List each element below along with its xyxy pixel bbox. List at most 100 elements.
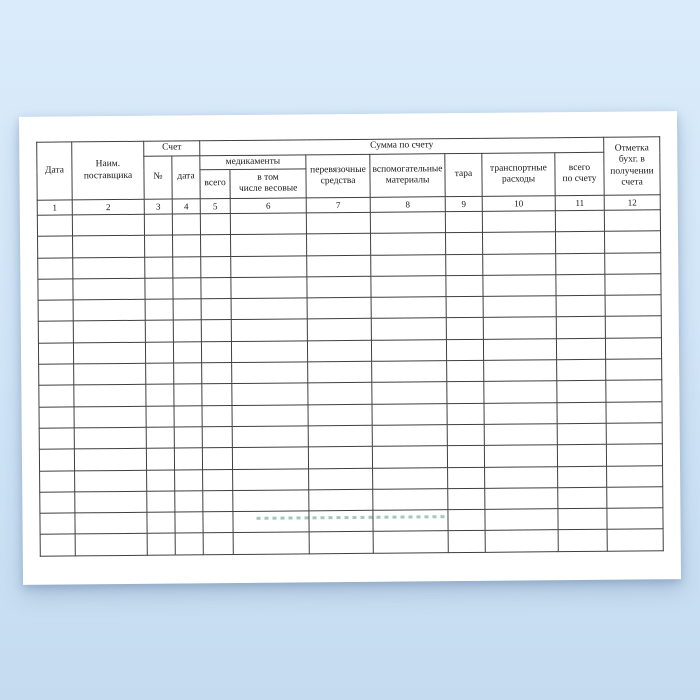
entry-cell (72, 235, 145, 258)
entry-cell (145, 384, 174, 406)
entry-cell (174, 511, 204, 534)
entry-cell (370, 254, 446, 277)
entry-cell (145, 320, 174, 343)
entry-cell (74, 491, 147, 514)
entry-cell (555, 231, 605, 254)
entry-cell (306, 212, 371, 235)
entry-cell (147, 533, 176, 556)
entry-cell (306, 276, 372, 299)
entry-cell (73, 384, 146, 407)
entry-cell (232, 447, 309, 470)
entry-cell (37, 278, 74, 301)
header-cell-account-date: дата (171, 155, 201, 200)
entry-cell (144, 214, 173, 236)
header-cell-tare: тара (444, 153, 483, 197)
header-cell-account: Счет (143, 140, 200, 157)
entry-row (40, 529, 664, 556)
entry-cell (74, 469, 147, 492)
entry-cell (73, 363, 146, 386)
entry-cell (446, 381, 485, 404)
entry-cell (39, 406, 75, 429)
entry-cell (145, 405, 175, 428)
entry-cell (39, 427, 75, 450)
entry-cell (606, 444, 663, 466)
entry-cell (38, 300, 74, 322)
entry-cell (604, 231, 661, 253)
column-number-cell: 7 (306, 197, 371, 213)
entry-cell (308, 403, 373, 426)
entry-cell (201, 298, 232, 321)
entry-cell (231, 383, 309, 406)
entry-cell (557, 444, 607, 467)
entry-cell (172, 235, 201, 257)
column-number-cell: 9 (445, 196, 483, 212)
entry-cell (203, 532, 234, 555)
entry-cell (605, 337, 662, 360)
entry-cell (174, 448, 203, 470)
entry-cell (230, 276, 308, 299)
entry-cell (557, 423, 607, 445)
header-cell-medicines-total: всего (199, 169, 231, 199)
entry-cell (605, 401, 663, 424)
entry-cell (371, 296, 447, 319)
entry-cell (606, 465, 663, 488)
entry-cell (38, 342, 74, 365)
entry-cell (557, 508, 608, 531)
entry-cell (447, 403, 485, 425)
entry-cell (172, 277, 202, 300)
entry-cell (307, 297, 372, 320)
entry-cell (175, 533, 204, 555)
entry-cell (483, 295, 557, 318)
entry-cell (483, 338, 557, 361)
entry-cell (556, 338, 606, 360)
column-number-cell: 11 (555, 195, 605, 211)
entry-cell (200, 277, 232, 299)
entry-cell (307, 361, 372, 384)
entry-cell (231, 361, 308, 384)
entry-cell (371, 339, 447, 362)
entry-cell (556, 316, 606, 339)
entry-cell (606, 486, 663, 509)
entry-cell (484, 508, 559, 531)
entry-cell (232, 489, 309, 512)
entry-cell (173, 320, 202, 342)
entry-cell (606, 422, 663, 445)
entry-cell (558, 529, 608, 552)
entry-cell (446, 339, 484, 361)
entry-cell (74, 448, 147, 471)
entry-cell (174, 469, 203, 491)
entry-cell (555, 274, 606, 296)
entry-cell (232, 468, 309, 491)
paper-sheet: Дата Наим. поставщика Счет Сумма по счет… (18, 111, 682, 585)
entry-cell (372, 445, 448, 468)
entry-cell (370, 232, 446, 255)
entry-cell (306, 254, 371, 277)
entry-cell (232, 511, 310, 533)
entry-cell (557, 465, 607, 488)
entry-cell (447, 466, 485, 489)
entry-cell (202, 405, 233, 427)
entry-cell (308, 489, 373, 512)
entry-cell (72, 214, 145, 237)
column-number-cell: 5 (200, 198, 231, 214)
column-number-cell: 4 (172, 198, 201, 215)
entry-cell (445, 232, 483, 255)
entry-cell (445, 275, 484, 297)
entry-cell (306, 233, 371, 256)
entry-cell (201, 383, 233, 406)
entry-cell (145, 341, 174, 364)
entry-cell (372, 424, 448, 447)
entry-cell (172, 213, 201, 236)
entry-cell (174, 426, 203, 449)
entry-cell (39, 470, 75, 493)
header-cell-account-number: № (143, 156, 173, 200)
column-number-cell: 10 (482, 195, 556, 212)
entry-cell (448, 530, 486, 553)
entry-cell (604, 209, 661, 232)
entry-cell (231, 298, 308, 321)
column-number-cell: 8 (370, 196, 446, 213)
entry-cell (232, 425, 309, 448)
entry-cell (308, 510, 374, 533)
entry-cell (308, 446, 373, 469)
